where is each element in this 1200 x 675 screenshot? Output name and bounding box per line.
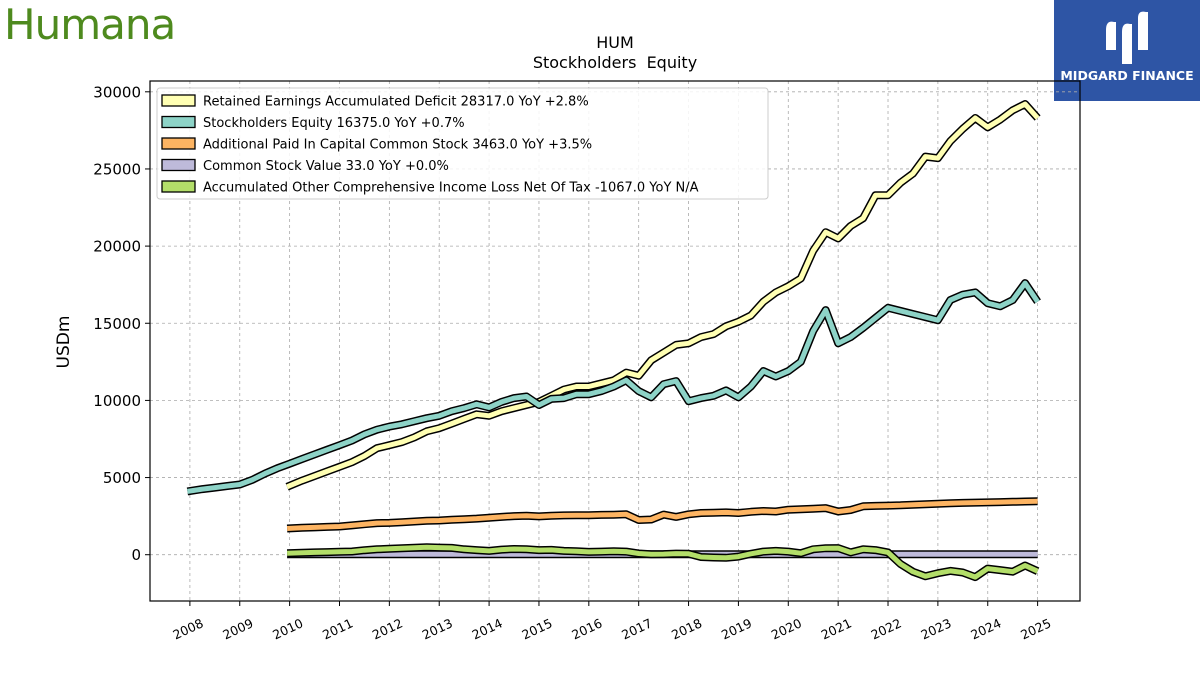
x-tick-label: 2009 [220,615,255,642]
series-line [287,544,1039,580]
legend-box [156,87,769,200]
y-tick-label: 10000 [93,392,141,410]
x-tick-label: 2016 [569,615,604,642]
x-tick-label: 2023 [918,615,953,642]
x-tick-label: 2017 [619,615,654,642]
legend-label: Stockholders Equity 16375.0 YoY +0.7% [203,116,465,131]
x-tick-label: 2021 [819,615,854,642]
series-line [286,101,1040,490]
x-tick-label: 2013 [420,615,455,642]
chart-title: HUM [596,33,634,52]
x-tick-label: 2011 [320,615,355,642]
chart-subtitle: Stockholders Equity [533,53,697,72]
y-axis-label: USDm [54,316,74,369]
y-tick-label: 15000 [93,315,141,333]
x-tick-label: 2022 [869,615,904,642]
legend-label: Retained Earnings Accumulated Deficit 28… [203,95,589,110]
midgard-finance-badge: MIDGARD FINANCE [1054,0,1200,101]
legend-swatch [161,137,196,150]
legend-label: Additional Paid In Capital Common Stock … [203,138,592,153]
midgard-finance-label: MIDGARD FINANCE [1060,68,1194,83]
x-tick-label: 2024 [968,615,1003,642]
x-tick-label: 2019 [719,615,754,642]
humana-logo: Humana [4,0,176,49]
x-tick-label: 2018 [669,615,704,642]
y-tick-label: 25000 [93,160,141,178]
y-tick-label: 0 [131,546,141,564]
legend-swatch [161,180,196,193]
y-tick-label: 20000 [93,238,141,256]
x-tick-label: 2015 [519,615,554,642]
series-line [286,498,1038,531]
y-tick-label: 5000 [103,469,141,487]
legend-label: Common Stock Value 33.0 YoY +0.0% [203,159,449,174]
legend-swatch [161,115,196,129]
series-line [187,280,1040,494]
legend-swatch [161,94,196,107]
x-tick-label: 2014 [470,615,505,642]
series-lines [186,100,1041,582]
x-tick-label: 2020 [769,615,804,642]
midgard-logo-icon [1106,11,1148,64]
plot-frame [149,80,1081,602]
x-tick-label: 2008 [170,615,205,642]
legend-label: Accumulated Other Comprehensive Income L… [203,181,699,196]
y-tick-label: 30000 [93,83,141,101]
x-tick-label: 2010 [270,615,305,642]
x-tick-label: 2025 [1018,615,1053,642]
x-tick-label: 2012 [370,615,405,642]
legend: Retained Earnings Accumulated Deficit 28… [156,87,769,200]
legend-swatch [161,158,196,172]
